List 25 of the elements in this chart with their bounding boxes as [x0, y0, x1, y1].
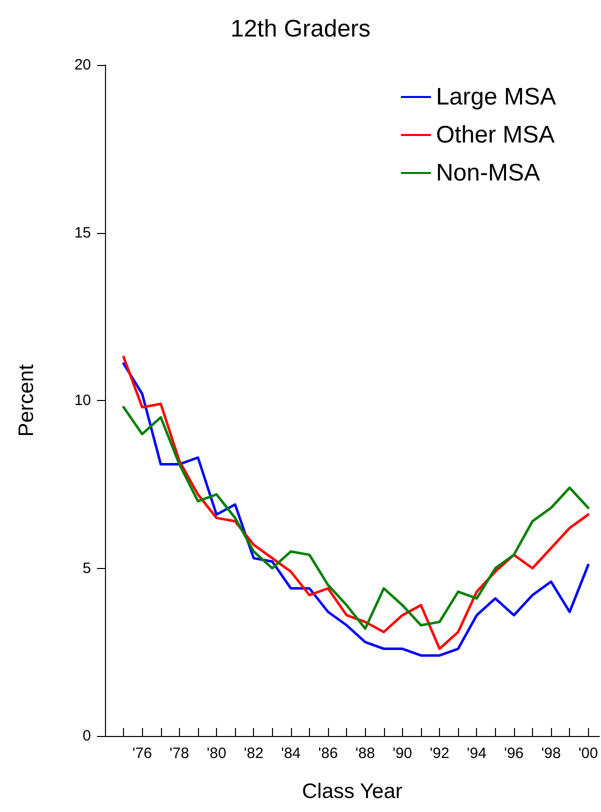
legend-label: Large MSA [436, 84, 556, 110]
y-tick-label: 20 [74, 56, 91, 74]
legend-label: Other MSA [436, 122, 555, 148]
x-tick-label: '80 [206, 745, 226, 762]
x-tick-label: '92 [430, 745, 450, 762]
line-series [122, 406, 590, 630]
y-tick-label: 15 [74, 224, 91, 242]
x-tick-label: '94 [466, 745, 486, 762]
x-tick-label: '96 [504, 745, 524, 762]
x-tick-label: '00 [578, 745, 598, 762]
x-axis-title: Class Year [302, 780, 402, 803]
y-tick-label: 5 [82, 560, 91, 577]
x-tick-label: '90 [392, 745, 412, 762]
x-tick-label: '76 [132, 745, 152, 762]
x-tick-label: '82 [244, 745, 264, 762]
x-tick-label: '98 [541, 745, 561, 762]
x-tick-label: '78 [170, 745, 190, 762]
x-tick-label: '84 [281, 745, 301, 762]
x-tick-label: '88 [355, 745, 375, 762]
chart-title: 12th Graders [230, 16, 371, 42]
x-tick-label: '86 [318, 745, 338, 762]
y-tick-label: 10 [74, 392, 91, 409]
y-tick-label: 0 [82, 728, 91, 744]
legend-label: Non-MSA [436, 160, 540, 186]
y-axis-title: Percent [15, 364, 38, 437]
